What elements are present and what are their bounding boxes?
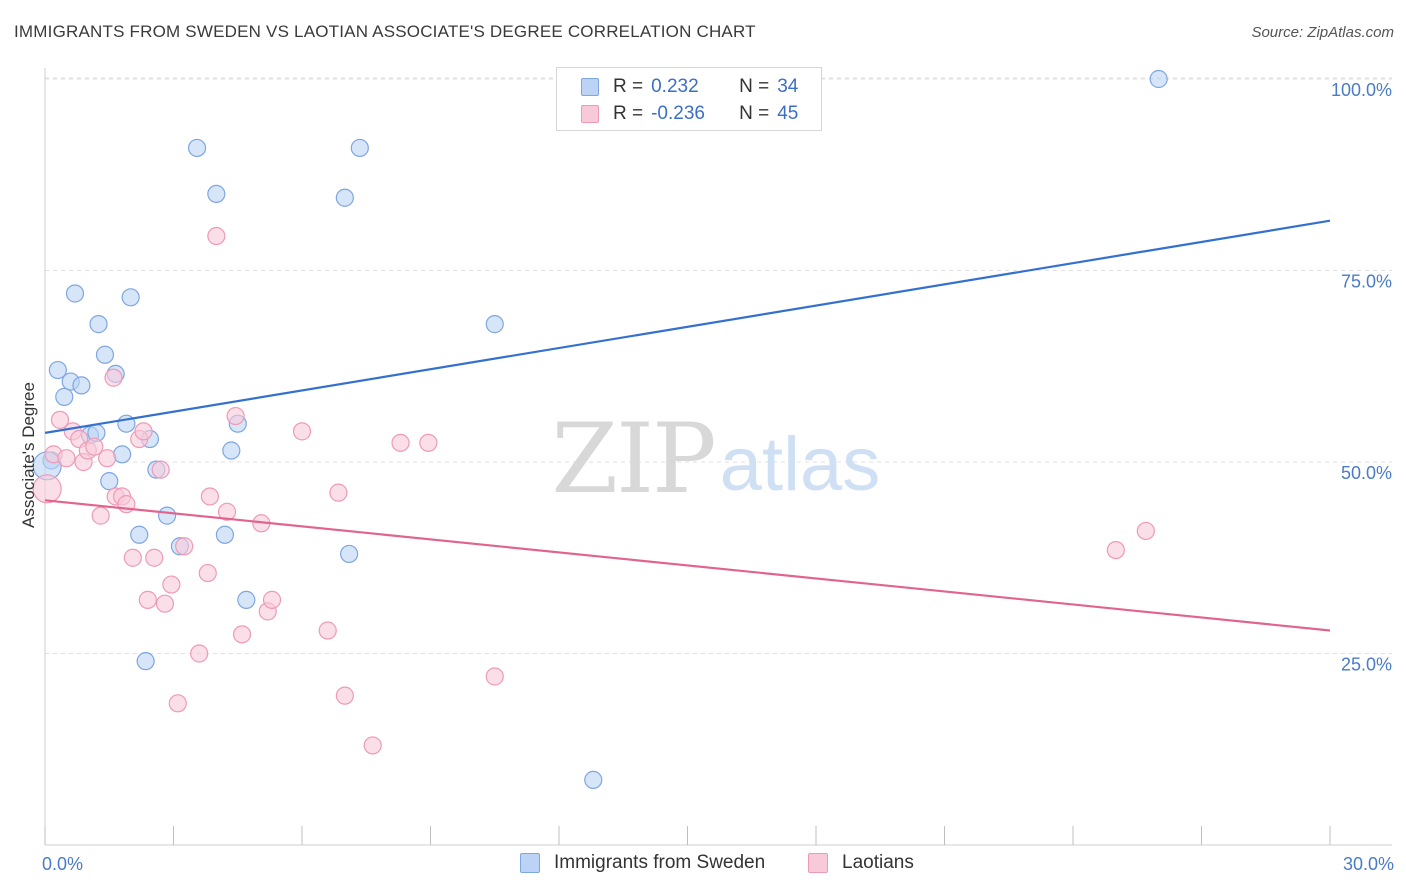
laotian-point [329,483,348,502]
sweden-point [95,345,115,364]
sweden-point [121,288,140,307]
sweden-point [55,387,74,406]
laotian-point [363,736,382,755]
legend-item-sweden[interactable]: Immigrants from Sweden [520,852,765,874]
laotian-point [123,548,142,567]
sweden-point [237,590,256,609]
watermark-zip: ZIP [551,403,714,515]
laotian-point [207,226,226,246]
laotian-point [217,502,237,521]
laotian-point [292,422,312,441]
laotian-point [200,487,220,506]
sweden-point [72,376,91,395]
laotian-point [162,575,181,594]
data-points [32,69,1168,789]
laotian-point [98,449,117,468]
legend-swatch-sweden [520,853,540,873]
legend-r-label: R = [613,103,644,124]
sweden-point [485,315,504,334]
legend-n-value: 45 [777,103,799,124]
sweden-point [1149,69,1168,89]
legend-swatch-laotians [808,853,828,873]
laotian-point [168,694,187,713]
sweden-point [48,360,67,380]
laotian-point [232,625,252,644]
axes [44,68,1392,846]
laotian-point [419,433,438,452]
laotian-point [391,433,410,452]
sweden-point [584,770,603,789]
sweden-point [157,506,177,525]
y-tick-label: 100.0% [1331,80,1392,100]
y-tick-label: 25.0% [1341,655,1392,675]
sweden-point [340,544,359,564]
legend-item-laotians[interactable]: Laotians [808,852,914,874]
laotian-point [335,686,354,705]
trend-lines [44,219,1331,632]
sweden-point [136,652,155,671]
laotian-point [91,506,110,525]
laotian-point [226,406,245,426]
sweden-point [222,441,241,460]
laotian-trend-line [44,499,1331,632]
chart-source: Source: ZipAtlas.com [1251,24,1394,41]
laotian-point [175,537,194,556]
watermark-atlas: atlas [720,422,881,507]
x-tick-label: 0.0% [42,854,83,874]
grid-lines [45,77,1392,654]
legend-r-label: R = [613,76,644,97]
sweden-trend-line [44,219,1331,434]
legend-row-sweden: R = 0.232 N = 34 [581,74,798,100]
sweden-point [65,284,85,303]
correlation-legend: R = 0.232 N = 34 R = -0.236 N = 45 [556,67,822,131]
legend-swatch-sweden [581,78,599,96]
laotian-point [1136,521,1155,541]
laotian-point [145,548,164,567]
chart-title: IMMIGRANTS FROM SWEDEN VS LAOTIAN ASSOCI… [14,22,756,41]
legend-r-value: 0.232 [651,76,699,97]
laotian-point [318,621,337,640]
zipatlas-watermark: ZIP atlas [551,403,880,515]
sweden-point [112,445,132,464]
legend-n-label: N = [739,76,770,97]
sweden-point [215,525,234,544]
laotian-point [138,590,157,609]
x-tick-label: 30.0% [1343,854,1394,874]
tick-labels: 25.0% 50.0% 75.0% 100.0% 0.0% 30.0% [42,80,1394,874]
legend-swatch-laotians [581,105,599,123]
legend-n-label: N = [739,103,770,124]
sweden-point [130,525,149,544]
sweden-point [350,138,369,158]
sweden-point [89,315,108,334]
laotian-point [190,644,209,663]
laotian-point [32,474,62,504]
laotian-point [104,368,123,387]
y-axis-label: Associate's Degree [19,382,38,528]
sweden-point [100,472,119,491]
laotian-point [57,449,76,468]
laotian-point [1106,540,1125,560]
laotian-point [50,410,70,429]
y-tick-label: 75.0% [1341,272,1392,292]
laotian-point [262,590,282,609]
laotian-point [151,460,170,479]
sweden-point [187,138,207,158]
sweden-point [207,184,226,203]
legend-n-value: 34 [777,76,799,97]
legend-row-laotians: R = -0.236 N = 45 [581,101,798,127]
laotian-point [134,422,153,441]
sweden-point [335,188,354,207]
legend-label-laotians: Laotians [842,852,914,873]
laotian-point [155,594,175,613]
laotian-point [198,563,217,583]
series-legend: Immigrants from Sweden Laotians [0,852,1406,878]
laotian-point [485,667,504,686]
legend-r-value: -0.236 [651,103,705,124]
laotian-point [85,437,104,456]
legend-label-sweden: Immigrants from Sweden [554,852,766,873]
y-tick-label: 50.0% [1341,463,1392,483]
